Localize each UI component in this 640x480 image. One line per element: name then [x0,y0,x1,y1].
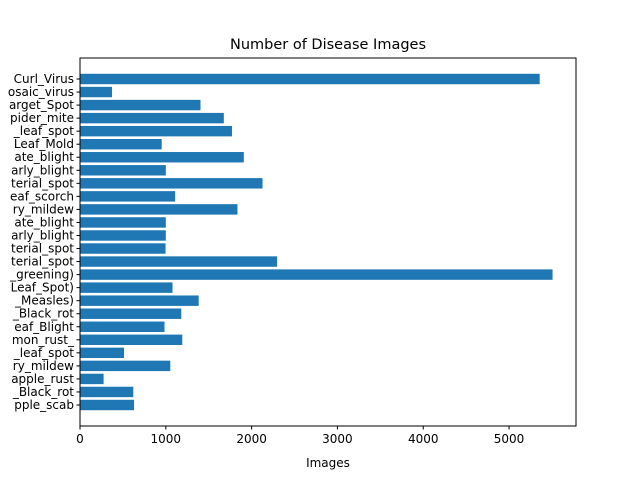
y-tick-label: ate_blight [14,215,74,229]
y-tick-label: terial_spot [11,255,74,269]
bar [80,347,125,359]
bar [80,256,278,267]
y-tick-label: _Black_rot [12,307,74,321]
y-tick-label: Leaf_Spot) [11,281,74,295]
y-tick-label: arly_blight [11,163,74,177]
bar [80,191,176,202]
y-tick-label: mon_rust_ [12,333,75,347]
bar [80,230,166,241]
x-tick-label: 0 [76,432,84,446]
y-tick-label: apple_rust [11,372,74,386]
bar [80,360,171,372]
y-tick-label: terial_spot [11,242,74,256]
bar [80,321,165,332]
chart-title: Number of Disease Images [230,37,426,53]
x-tick-label: 3000 [322,432,353,446]
bar [80,295,199,306]
bar [80,152,244,163]
bar [80,386,134,398]
bar [80,269,553,280]
y-tick-label: Leaf_Mold [14,137,74,151]
y-tick-label: _Black_rot [12,385,74,399]
x-tick-label: 5000 [494,432,525,446]
x-tick-label: 2000 [236,432,267,446]
bar [80,308,182,319]
y-tick-label: _leaf_spot [13,124,75,138]
bar [80,334,183,346]
x-tick-label: 1000 [151,432,182,446]
bar [80,373,104,385]
y-tick-label: _Measles) [14,294,74,308]
y-tick-label: ate_blight [14,150,74,164]
bar [80,138,162,150]
x-tick-label: 4000 [408,432,439,446]
y-tick-label: ry_mildew [13,202,74,216]
y-tick-label: _leaf_spot [13,346,75,360]
bar [80,217,166,228]
y-tick-label: osaic_virus [8,85,74,99]
plot-frame [79,57,577,427]
bar [80,243,166,254]
y-tick-label: eaf_Blight [14,320,74,334]
bar [80,399,135,411]
bars-group [80,73,553,411]
bar [80,86,113,98]
bar [80,125,232,137]
y-tick-label: pider_mite [10,111,74,125]
bar [80,99,201,111]
y-tick-label: _greening) [9,268,74,282]
y-tick-label: terial_spot [11,176,74,190]
x-axis-ticks: 0 1000 2000 3000 4000 5000 [76,426,524,446]
bar [80,112,224,124]
bar [80,165,166,176]
bar [80,282,173,293]
y-tick-label: pple_scab [14,398,74,412]
bar [80,204,238,215]
x-axis-label: Images [306,456,350,470]
y-axis-ticks: Curl_Virusosaic_virusarget_Spotpider_mit… [8,72,80,412]
y-tick-label: arget_Spot [9,98,74,112]
bar [80,178,263,189]
y-tick-label: ry_mildew [13,359,74,373]
y-tick-label: Curl_Virus [14,72,74,86]
y-tick-label: eaf_scorch [10,189,74,203]
y-tick-label: arly_blight [11,228,74,242]
bar [80,73,540,85]
